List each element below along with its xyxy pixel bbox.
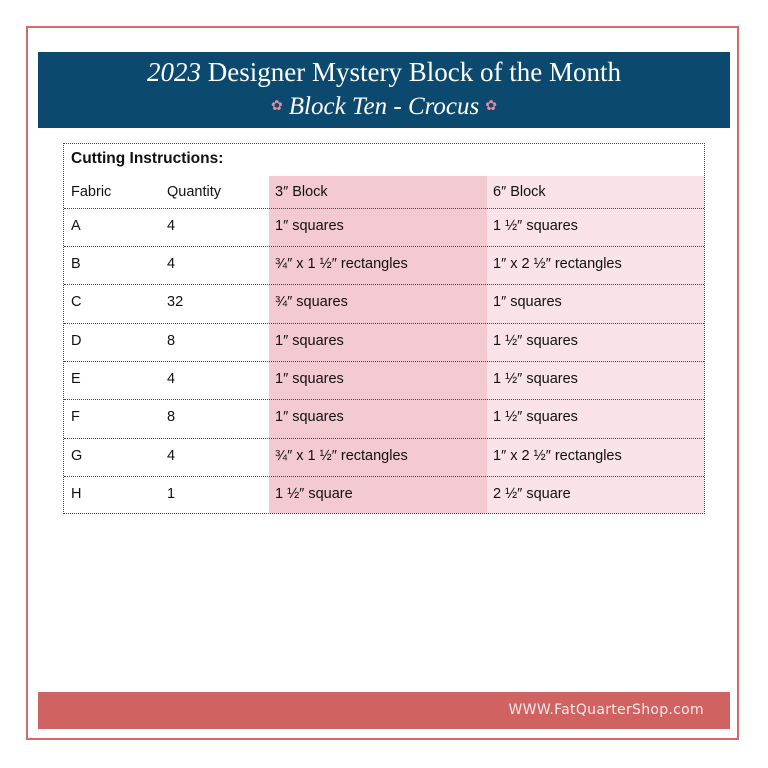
- table-cell: 1″ squares: [275, 218, 344, 234]
- table-cell: 1″ squares: [493, 294, 562, 310]
- flower-icon: ✿: [485, 99, 497, 114]
- column-6in-block-bg: [487, 176, 704, 513]
- table-cell: 1″ squares: [275, 409, 344, 425]
- table-cell: 32: [167, 294, 184, 310]
- column-header: 6″ Block: [493, 184, 546, 200]
- cutting-instructions-table: Cutting Instructions: Fabric Quantity 3″…: [63, 143, 705, 514]
- row-divider: [64, 361, 704, 362]
- table-cell: 8: [167, 333, 176, 349]
- table-cell: 1″ squares: [275, 333, 344, 349]
- row-divider: [64, 284, 704, 285]
- table-cell: 4: [167, 256, 176, 272]
- table-row: D 8 1″ squares 1 ½″ squares: [64, 323, 704, 361]
- table-header-row: Fabric Quantity 3″ Block 6″ Block: [64, 176, 704, 208]
- table-cell: 1: [167, 486, 176, 502]
- row-divider: [64, 323, 704, 324]
- column-3in-block-bg: [269, 176, 487, 513]
- row-divider: [64, 476, 704, 477]
- table-cell: C: [71, 294, 82, 310]
- table-cell: 2 ½″ square: [493, 486, 571, 502]
- table-cell: B: [71, 256, 81, 272]
- table-row: B 4 ¾″ x 1 ½″ rectangles 1″ x 2 ½″ rectangl…: [64, 246, 704, 284]
- table-cell: 4: [167, 218, 176, 234]
- table-cell: 1″ squares: [275, 371, 344, 387]
- table-cell: 1 ½″ squares: [493, 409, 578, 425]
- table-row: F 8 1″ squares 1 ½″ squares: [64, 399, 704, 437]
- table-title: Cutting Instructions:: [71, 150, 224, 167]
- table-row: E 4 1″ squares 1 ½″ squares: [64, 361, 704, 399]
- header-banner: 2023 Designer Mystery Block of the Month…: [38, 52, 730, 128]
- table-cell: 8: [167, 409, 176, 425]
- flower-icon: ✿: [271, 99, 283, 114]
- row-divider: [64, 208, 704, 209]
- table-cell: 1″ x 2 ½″ rectangles: [493, 256, 622, 272]
- row-divider: [64, 246, 704, 247]
- table-cell: D: [71, 333, 82, 349]
- table-cell: H: [71, 486, 82, 502]
- table-cell: 1″ x 2 ½″ rectangles: [493, 448, 622, 464]
- table-cell: E: [71, 371, 81, 387]
- page-subtitle: ✿ Block Ten - Crocus ✿: [271, 93, 497, 120]
- table-cell: F: [71, 409, 80, 425]
- table-cell: 4: [167, 371, 176, 387]
- column-header: Fabric: [71, 184, 112, 200]
- table-cell: ¾″ x 1 ½″ rectangles: [275, 448, 408, 464]
- table-row: A 4 1″ squares 1 ½″ squares: [64, 208, 704, 246]
- table-cell: A: [71, 218, 81, 234]
- table-cell: ¾″ squares: [275, 294, 348, 310]
- table-cell: 1 ½″ squares: [493, 333, 578, 349]
- table-cell: 4: [167, 448, 176, 464]
- row-divider: [64, 399, 704, 400]
- table-row: G 4 ¾″ x 1 ½″ rectangles 1″ x 2 ½″ rectangl…: [64, 438, 704, 476]
- table-row: C 32 ¾″ squares 1″ squares: [64, 284, 704, 322]
- column-header: 3″ Block: [275, 184, 328, 200]
- table-cell: G: [71, 448, 83, 464]
- table-row: H 1 1 ½″ square 2 ½″ square: [64, 476, 704, 514]
- table-cell: 1 ½″ squares: [493, 371, 578, 387]
- table-cell: ¾″ x 1 ½″ rectangles: [275, 256, 408, 272]
- table-cell: 1 ½″ squares: [493, 218, 578, 234]
- row-divider: [64, 438, 704, 439]
- column-header: Quantity: [167, 184, 221, 200]
- page-frame: [26, 26, 739, 740]
- footer-bar: WWW.FatQuarterShop.com: [38, 692, 730, 729]
- page-title: 2023 Designer Mystery Block of the Month: [147, 57, 621, 87]
- website-link[interactable]: WWW.FatQuarterShop.com: [508, 702, 704, 718]
- table-cell: 1 ½″ square: [275, 486, 353, 502]
